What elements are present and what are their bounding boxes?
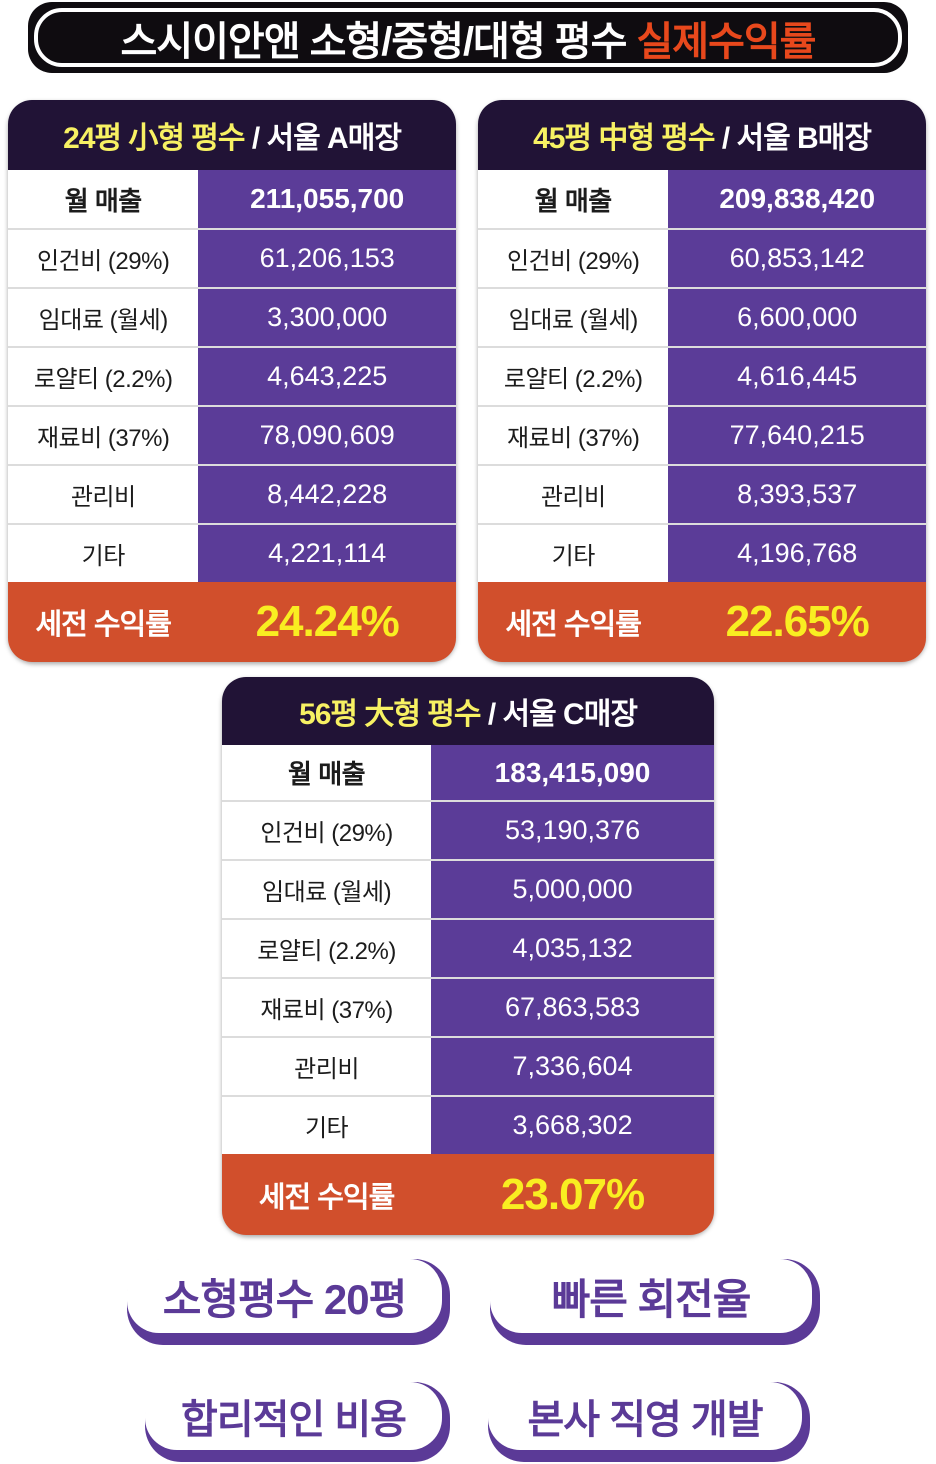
badge-hq-developed-label: 본사 직영 개발 [488, 1382, 802, 1450]
row-value: 60,853,142 [668, 230, 926, 287]
table-row-royalty: 로얄티 (2.2%) 4,035,132 [222, 918, 714, 977]
badge-fast-turnover-label: 빠른 회전율 [490, 1259, 812, 1333]
store-table-b: 45평 中형 평수 / 서울 B매장 월 매출 209,838,420 인건비 … [478, 100, 926, 662]
store-table-b-header: 45평 中형 평수 / 서울 B매장 [478, 100, 926, 170]
page-title-prefix: 스시이안앤 소형/중형/대형 평수 [120, 19, 637, 64]
row-value: 183,415,090 [431, 745, 714, 800]
table-row-management: 관리비 7,336,604 [222, 1036, 714, 1095]
row-label: 로얄티 (2.2%) [478, 348, 669, 405]
pretax-profit-row: 세전 수익률 22.65% [478, 582, 926, 662]
row-value: 5,000,000 [431, 861, 714, 918]
pretax-profit-value: 23.07% [500, 1169, 645, 1219]
row-label: 임대료 (월세) [222, 861, 432, 918]
row-label: 월 매출 [222, 745, 432, 800]
title-banner: 스시이안앤 소형/중형/대형 평수 실제수익률 [28, 2, 908, 73]
pretax-profit-label: 세전 수익률 [35, 609, 171, 641]
row-label: 인건비 (29%) [8, 230, 199, 287]
row-label: 재료비 (37%) [478, 407, 669, 464]
pretax-profit-label: 세전 수익률 [505, 609, 641, 641]
table-row-materials: 재료비 (37%) 78,090,609 [8, 405, 456, 464]
page-title-highlight: 실제수익률 [636, 19, 816, 64]
table-row-revenue: 월 매출 209,838,420 [478, 170, 926, 228]
table-row-royalty: 로얄티 (2.2%) 4,616,445 [478, 346, 926, 405]
row-label: 관리비 [478, 466, 669, 523]
badge-reasonable-cost-label: 합리적인 비용 [145, 1382, 442, 1450]
store-table-c: 56평 大형 평수 / 서울 C매장 월 매출 183,415,090 인건비 … [222, 677, 714, 1235]
badge-hq-developed: 본사 직영 개발 [488, 1382, 810, 1462]
row-value: 53,190,376 [431, 802, 714, 859]
pretax-profit-value: 24.24% [255, 597, 400, 646]
pretax-profit-label: 세전 수익률 [258, 1181, 395, 1214]
row-label: 월 매출 [8, 170, 199, 228]
row-value: 211,055,700 [198, 170, 456, 228]
row-value: 7,336,604 [431, 1038, 714, 1095]
pretax-profit-value: 22.65% [725, 597, 870, 646]
store-size-label: 45평 中형 평수 [533, 122, 722, 155]
row-label: 월 매출 [478, 170, 669, 228]
store-name-label: / 서울 A매장 [251, 122, 402, 155]
row-value: 61,206,153 [198, 230, 456, 287]
table-row-royalty: 로얄티 (2.2%) 4,643,225 [8, 346, 456, 405]
row-label: 기타 [222, 1097, 432, 1154]
store-table-a: 24평 小형 평수 / 서울 A매장 월 매출 211,055,700 인건비 … [8, 100, 456, 662]
store-table-c-header: 56평 大형 평수 / 서울 C매장 [222, 677, 714, 745]
badge-reasonable-cost: 합리적인 비용 [145, 1382, 450, 1462]
row-value: 4,221,114 [198, 525, 456, 582]
row-label: 임대료 (월세) [8, 289, 199, 346]
row-value: 209,838,420 [668, 170, 926, 228]
table-row-rent: 임대료 (월세) 3,300,000 [8, 287, 456, 346]
table-row-revenue: 월 매출 211,055,700 [8, 170, 456, 228]
table-row-management: 관리비 8,393,537 [478, 464, 926, 523]
row-label: 인건비 (29%) [478, 230, 669, 287]
pretax-profit-row: 세전 수익률 23.07% [222, 1154, 714, 1235]
table-row-rent: 임대료 (월세) 6,600,000 [478, 287, 926, 346]
row-value: 78,090,609 [198, 407, 456, 464]
row-value: 4,196,768 [668, 525, 926, 582]
row-label: 재료비 (37%) [222, 979, 432, 1036]
row-value: 67,863,583 [431, 979, 714, 1036]
row-value: 4,643,225 [198, 348, 456, 405]
row-value: 3,668,302 [431, 1097, 714, 1154]
row-label: 관리비 [222, 1038, 432, 1095]
page-title: 스시이안앤 소형/중형/대형 평수 실제수익률 [28, 2, 908, 73]
store-name-label: / 서울 B매장 [721, 122, 872, 155]
store-size-label: 56평 大형 평수 [299, 698, 488, 731]
pretax-profit-row: 세전 수익률 24.24% [8, 582, 456, 662]
table-row-materials: 재료비 (37%) 77,640,215 [478, 405, 926, 464]
row-value: 3,300,000 [198, 289, 456, 346]
row-value: 8,442,228 [198, 466, 456, 523]
row-label: 재료비 (37%) [8, 407, 199, 464]
row-label: 인건비 (29%) [222, 802, 432, 859]
table-row-materials: 재료비 (37%) 67,863,583 [222, 977, 714, 1036]
row-label: 임대료 (월세) [478, 289, 669, 346]
badge-small-size: 소형평수 20평 [127, 1259, 450, 1345]
table-row-labor: 인건비 (29%) 53,190,376 [222, 800, 714, 859]
row-value: 77,640,215 [668, 407, 926, 464]
badge-small-size-label: 소형평수 20평 [127, 1259, 442, 1333]
row-value: 4,035,132 [431, 920, 714, 977]
table-row-etc: 기타 4,221,114 [8, 523, 456, 582]
row-value: 4,616,445 [668, 348, 926, 405]
row-label: 로얄티 (2.2%) [222, 920, 432, 977]
table-row-labor: 인건비 (29%) 61,206,153 [8, 228, 456, 287]
table-row-management: 관리비 8,442,228 [8, 464, 456, 523]
row-label: 로얄티 (2.2%) [8, 348, 199, 405]
row-value: 6,600,000 [668, 289, 926, 346]
store-size-label: 24평 小형 평수 [63, 122, 252, 155]
store-table-a-header: 24평 小형 평수 / 서울 A매장 [8, 100, 456, 170]
table-row-etc: 기타 4,196,768 [478, 523, 926, 582]
table-row-labor: 인건비 (29%) 60,853,142 [478, 228, 926, 287]
table-row-revenue: 월 매출 183,415,090 [222, 745, 714, 800]
table-row-rent: 임대료 (월세) 5,000,000 [222, 859, 714, 918]
store-name-label: / 서울 C매장 [487, 698, 638, 731]
row-label: 기타 [8, 525, 199, 582]
row-value: 8,393,537 [668, 466, 926, 523]
row-label: 기타 [478, 525, 669, 582]
badge-fast-turnover: 빠른 회전율 [490, 1259, 820, 1345]
row-label: 관리비 [8, 466, 199, 523]
table-row-etc: 기타 3,668,302 [222, 1095, 714, 1154]
